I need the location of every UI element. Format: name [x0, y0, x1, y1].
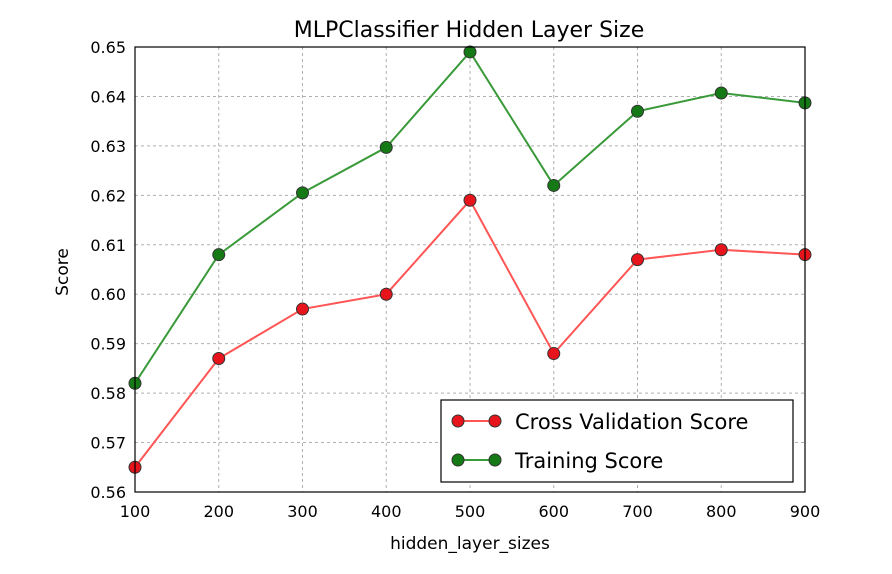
series-0 [128, 193, 812, 474]
series-group [128, 45, 812, 474]
y-tick-label: 0.65 [90, 38, 126, 57]
y-tick-label: 0.59 [90, 335, 126, 354]
y-tick-label: 0.64 [90, 87, 126, 106]
chart-title: MLPClassifier Hidden Layer Size [294, 18, 644, 43]
legend-box [440, 399, 794, 483]
y-tick-label: 0.61 [90, 236, 126, 255]
data-point [212, 248, 226, 262]
y-tick-label: 0.60 [90, 285, 126, 304]
x-tick-label: 500 [455, 502, 486, 521]
x-tick-label: 400 [371, 502, 402, 521]
y-axis-label: Score [53, 248, 73, 296]
data-point [296, 186, 309, 200]
data-point [547, 178, 561, 192]
series-1 [128, 45, 812, 390]
legend-marker [488, 414, 502, 428]
plot-area-frame [134, 46, 806, 493]
data-point [212, 352, 226, 365]
x-tick-labels: 100 200 300 400 500 600 700 800 900 [120, 502, 821, 521]
data-point [631, 253, 644, 267]
legend-marker [451, 414, 465, 428]
x-tick-label: 900 [790, 502, 821, 521]
legend: Cross Validation Score Training Score [440, 399, 794, 483]
x-tick-label: 600 [538, 502, 569, 521]
data-point [463, 193, 477, 207]
legend-label: Cross Validation Score [515, 410, 748, 434]
x-axis-label: hidden_layer_sizes [390, 534, 550, 554]
x-tick-label: 800 [706, 502, 737, 521]
legend-marker [488, 453, 502, 467]
legend-marker [451, 453, 465, 467]
x-tick-label: 100 [120, 502, 151, 521]
x-tick-label: 700 [622, 502, 653, 521]
data-point [631, 104, 644, 118]
y-tick-label: 0.58 [90, 384, 126, 403]
x-tick-label: 300 [287, 502, 318, 521]
y-tick-labels: 0.56 0.57 0.58 0.59 0.60 0.61 0.62 0.63 0.64 0.65 [90, 38, 126, 502]
data-point [379, 140, 393, 154]
y-tick-label: 0.56 [90, 483, 126, 502]
data-point [296, 302, 309, 316]
data-point [379, 287, 393, 301]
y-tick-label: 0.63 [90, 137, 126, 156]
data-point [714, 86, 728, 100]
legend-label: Training Score [514, 449, 663, 473]
data-point [714, 243, 728, 257]
data-point [547, 347, 561, 361]
y-tick-label: 0.57 [90, 434, 126, 453]
x-tick-label: 200 [203, 502, 234, 521]
data-point [463, 45, 477, 59]
y-tick-label: 0.62 [90, 186, 126, 205]
